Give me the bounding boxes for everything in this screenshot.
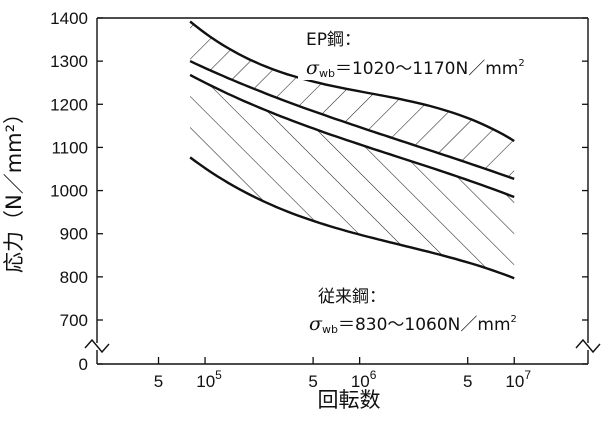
conv-sigma-value: ＝830～1060N／mm bbox=[338, 315, 511, 335]
hatched-bands bbox=[190, 21, 515, 279]
conv-sigma-subscript: wb bbox=[322, 323, 338, 336]
y-tick-label: 1100 bbox=[51, 138, 88, 157]
y-tick-label: 900 bbox=[60, 225, 88, 244]
y-tick-label: 1000 bbox=[50, 182, 88, 201]
x-tick-label: 105 bbox=[196, 368, 222, 391]
conventional-steel-label: 従来鋼： bbox=[318, 287, 386, 307]
ep-sigma-value: ＝1020～1170N／mm bbox=[335, 59, 518, 79]
ep-annotation-mask bbox=[298, 26, 566, 80]
y-tick-label: 0 bbox=[79, 355, 88, 374]
y-tick-label: 700 bbox=[60, 311, 88, 330]
x-tick-label: 107 bbox=[505, 368, 531, 391]
y-tick-label: 1300 bbox=[50, 52, 88, 71]
x-axis-ticks: 5 105 5 106 5 107 bbox=[154, 357, 531, 391]
x-tick-label: 106 bbox=[351, 368, 377, 391]
band-0-upper-curve bbox=[189, 20, 515, 143]
y-tick-label: 800 bbox=[60, 268, 88, 287]
ep-sigma-subscript: wb bbox=[319, 67, 335, 80]
band-1-upper-curve bbox=[189, 73, 515, 199]
ep-steel-annotation: EP鋼： σwb＝1020～1170N／mm2 bbox=[298, 26, 566, 80]
band-1-lower-curve bbox=[189, 156, 515, 280]
ep-sigma: σ bbox=[306, 57, 320, 79]
x-tick-label: 5 bbox=[308, 372, 317, 391]
x-tick-label: 5 bbox=[463, 372, 472, 391]
ep-unit-superscript: 2 bbox=[518, 58, 524, 69]
x-tick-label: 5 bbox=[154, 372, 163, 391]
conv-annotation-mask bbox=[300, 284, 562, 338]
conv-sigma: σ bbox=[309, 313, 323, 335]
ep-steel-label: EP鋼： bbox=[306, 30, 361, 50]
y-axis-break-left bbox=[84, 338, 110, 354]
y-tick-label: 1200 bbox=[50, 95, 88, 114]
conv-unit-superscript: 2 bbox=[511, 314, 517, 325]
x-axis-title: 回転数 bbox=[318, 388, 381, 412]
boundary-curves bbox=[189, 20, 515, 280]
plot-frame bbox=[96, 17, 589, 365]
y-tick-label: 1400 bbox=[50, 9, 88, 28]
band-area-1 bbox=[190, 74, 515, 279]
ep-steel-spec: σwb＝1020～1170N／mm2 bbox=[306, 57, 525, 80]
conventional-steel-annotation: 従来鋼： σwb＝830～1060N／mm2 bbox=[300, 284, 562, 338]
band-area-0 bbox=[190, 21, 515, 179]
y-axis-ticks: 0 700 800 900 1000 1100 1200 1300 1400 bbox=[50, 9, 588, 374]
conventional-steel-spec: σwb＝830～1060N／mm2 bbox=[309, 313, 517, 336]
y-axis-break-right bbox=[575, 338, 601, 354]
band-0-lower-curve bbox=[189, 60, 515, 181]
y-axis-title: 応力（N／mm²） bbox=[2, 103, 26, 273]
